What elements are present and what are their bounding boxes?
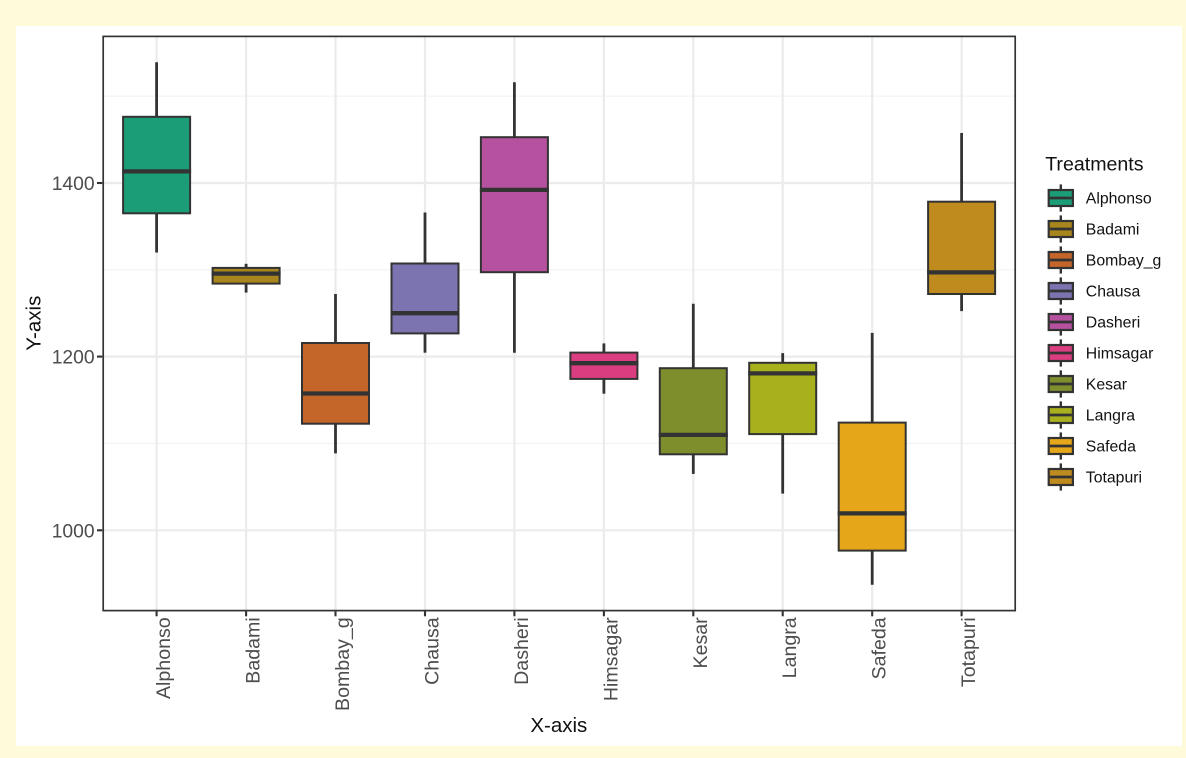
svg-text:Alphonso: Alphonso <box>1086 190 1152 207</box>
svg-text:Safeda: Safeda <box>869 617 891 679</box>
svg-text:Chausa: Chausa <box>422 617 444 685</box>
svg-text:Langra: Langra <box>779 617 801 678</box>
svg-text:1200: 1200 <box>52 348 95 369</box>
svg-text:Safeda: Safeda <box>1086 438 1136 455</box>
svg-text:Totapuri: Totapuri <box>1086 469 1142 486</box>
svg-text:Dasheri: Dasheri <box>1086 314 1140 331</box>
svg-text:Alphonso: Alphonso <box>153 617 175 699</box>
svg-text:Bombay_g: Bombay_g <box>1086 252 1162 269</box>
svg-text:1000: 1000 <box>52 521 95 542</box>
svg-text:Badami: Badami <box>1086 221 1140 238</box>
svg-text:Y-axis: Y-axis <box>23 296 46 351</box>
svg-text:Badami: Badami <box>243 617 265 683</box>
svg-text:1400: 1400 <box>52 174 95 195</box>
svg-text:Kesar: Kesar <box>690 617 712 669</box>
svg-text:Kesar: Kesar <box>1086 376 1127 393</box>
svg-text:X-axis: X-axis <box>530 714 587 737</box>
svg-text:Totapuri: Totapuri <box>958 617 980 687</box>
svg-text:Bombay_g: Bombay_g <box>332 617 354 711</box>
svg-text:Treatments: Treatments <box>1045 153 1144 175</box>
svg-text:Langra: Langra <box>1086 407 1135 424</box>
svg-text:Dasheri: Dasheri <box>511 617 533 685</box>
svg-text:Chausa: Chausa <box>1086 283 1141 300</box>
svg-text:Himsagar: Himsagar <box>1086 345 1154 362</box>
svg-text:Himsagar: Himsagar <box>600 617 622 701</box>
